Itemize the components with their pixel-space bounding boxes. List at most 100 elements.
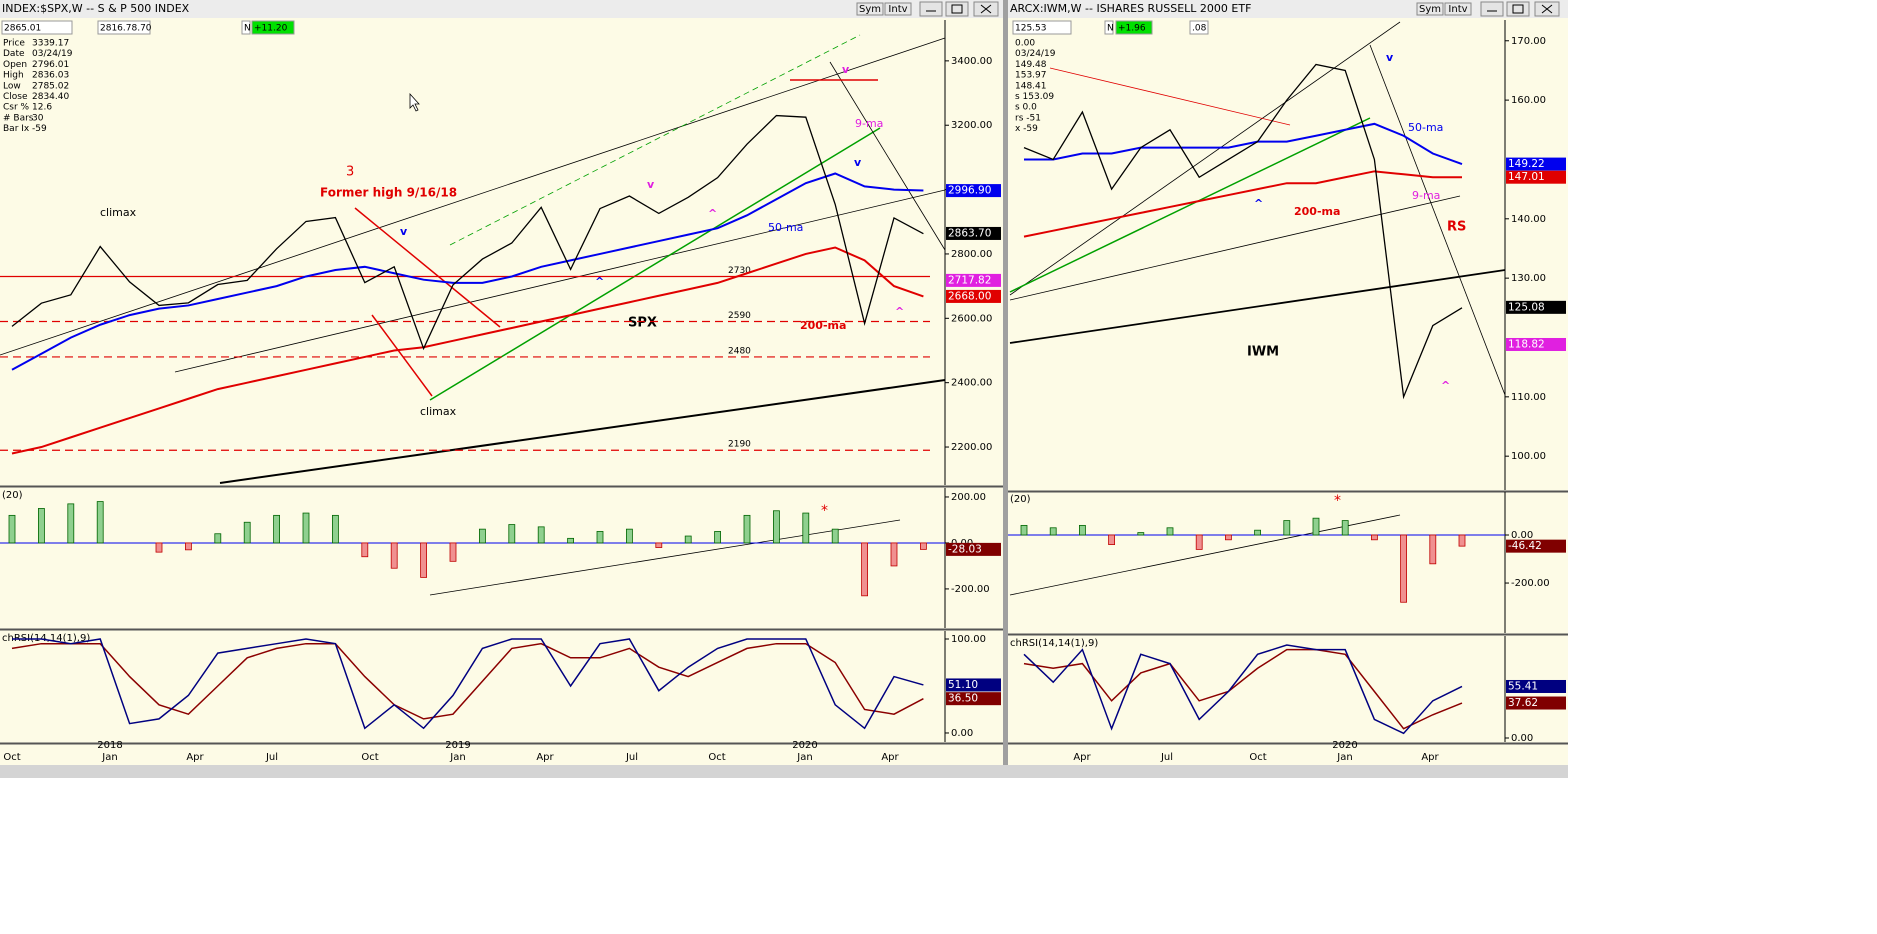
toolbar-button-label: Sym <box>859 4 881 15</box>
maximize-button[interactable] <box>945 1 969 17</box>
annotation: 9-ma <box>1412 189 1440 202</box>
value-tag <box>1506 696 1566 710</box>
annotation: v <box>647 178 655 191</box>
toolbar-button[interactable] <box>884 2 912 16</box>
value-tag <box>1506 337 1566 351</box>
trendline <box>1049 67 1291 126</box>
toolbar-button[interactable] <box>1416 2 1444 16</box>
scrollbar[interactable] <box>0 765 1568 778</box>
histogram-bar <box>361 542 369 558</box>
histogram-bar <box>273 514 281 544</box>
annotation: v <box>854 156 862 169</box>
field <box>1189 20 1209 35</box>
field <box>1012 20 1072 35</box>
minimize-button[interactable] <box>919 1 943 17</box>
trendline <box>1009 21 1401 296</box>
value-tag-label: 2996.90 <box>948 185 991 197</box>
info-value: 2834.40 <box>32 92 69 102</box>
field <box>241 20 251 35</box>
toolbar-button[interactable] <box>1444 2 1472 16</box>
y-tick-label: 110.00 <box>1511 392 1546 403</box>
y-tick-label: 140.00 <box>1511 214 1546 225</box>
x-month-label: Jul <box>625 752 638 763</box>
x-month-label: Jan <box>796 752 812 763</box>
info-label: Date <box>3 49 25 59</box>
icon <box>980 4 992 14</box>
trendline <box>429 127 881 401</box>
spx-window <box>0 0 1003 765</box>
value-tag <box>1506 539 1566 553</box>
info-label: Low <box>3 81 21 91</box>
info-value: s 153.09 <box>1015 92 1054 102</box>
annotation: IWM <box>1247 345 1279 360</box>
annotation: ^ <box>595 275 604 288</box>
y-tick-label: 170.00 <box>1511 36 1546 47</box>
toolbar-button-label: Sym <box>1419 4 1441 15</box>
window-divider <box>1003 0 1008 765</box>
annotation: 200-ma <box>1294 205 1340 218</box>
x-month-label: Oct <box>1249 752 1266 763</box>
y-tick-label: 0.00 <box>1511 733 1533 744</box>
iwm-window <box>1008 0 1568 765</box>
trendline <box>829 61 946 251</box>
value-tag <box>946 678 1001 692</box>
histogram-bar <box>1283 520 1291 536</box>
field-value: N <box>1107 24 1114 34</box>
trendline <box>1009 195 1461 301</box>
histogram-bar <box>214 533 222 544</box>
x-month-label: Jan <box>1336 752 1352 763</box>
histogram-bar <box>920 542 927 550</box>
value-tag <box>1506 300 1566 314</box>
y-tick-label: 0.00 <box>951 728 973 739</box>
field <box>251 20 295 35</box>
value-tag <box>946 289 1001 303</box>
annotation: v <box>842 63 850 76</box>
histogram-bar <box>155 542 163 553</box>
histogram-bar <box>773 510 780 544</box>
toolbar-button-label: Intv <box>1448 4 1467 15</box>
trendline <box>1009 514 1401 596</box>
field-value: +1.96 <box>1118 24 1146 34</box>
x-month-label: Jan <box>101 752 117 763</box>
histogram-bar <box>1458 534 1466 547</box>
maximize-button[interactable] <box>1506 1 1530 17</box>
info-value: 149.48 <box>1015 60 1047 70</box>
x-year-label: 2018 <box>97 740 122 751</box>
info-label: # Bars <box>3 113 34 123</box>
histogram-bar <box>1079 524 1086 536</box>
y-tick-label: -200.00 <box>951 584 990 595</box>
mouse-cursor <box>409 92 420 112</box>
annotation: climax <box>420 405 457 418</box>
title-bar <box>0 0 1003 18</box>
annotation: 50-ma <box>1408 121 1443 134</box>
toolbar-button[interactable] <box>856 2 884 16</box>
trendline <box>1009 117 1371 293</box>
y-tick-label: 2200.00 <box>951 442 992 453</box>
minimize-button[interactable] <box>1480 1 1504 17</box>
value-tag-label: 36.50 <box>948 693 978 705</box>
value-tag <box>1506 170 1566 184</box>
info-value: 30 <box>32 113 44 123</box>
annotation: v <box>400 225 408 238</box>
icon <box>1541 4 1553 14</box>
annotation: 50-ma <box>768 221 803 234</box>
info-value: 2796.01 <box>32 60 69 70</box>
panel-label: chRSI(14,14(1),9) <box>2 633 90 644</box>
info-label: Close <box>3 92 28 102</box>
value-tag-label: -46.42 <box>1508 540 1542 552</box>
histogram-bar <box>831 528 839 544</box>
value-tag-label: 118.82 <box>1508 338 1545 350</box>
rsi-signal-line <box>1023 648 1463 730</box>
info-value: rs -51 <box>1015 113 1041 123</box>
y-tick-label: 0.00 <box>1511 530 1533 541</box>
x-month-label: Apr <box>186 752 204 763</box>
x-month-label: Apr <box>536 752 554 763</box>
y-tick-label: 160.00 <box>1511 95 1546 106</box>
info-label: Csr % <box>3 103 30 113</box>
trendline <box>449 34 861 246</box>
info-value: 2785.02 <box>32 81 69 91</box>
histogram-bar <box>184 542 192 551</box>
histogram-bar <box>331 514 339 544</box>
histogram-bar <box>1225 534 1232 541</box>
